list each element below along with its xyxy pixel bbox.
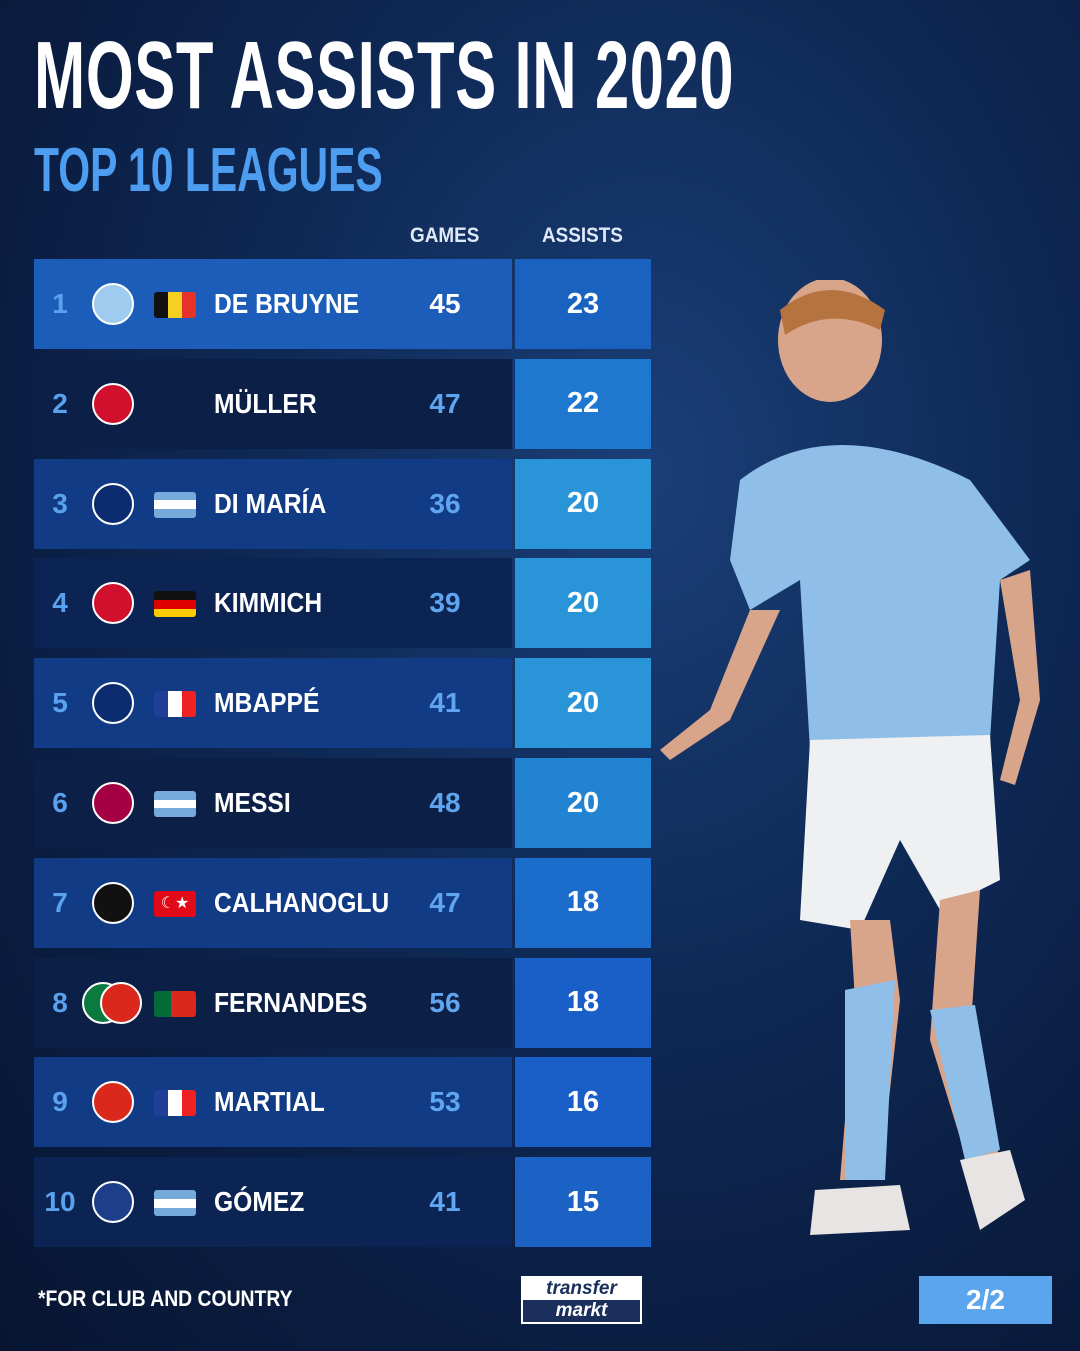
rank: 7	[52, 886, 68, 918]
footnote: *FOR CLUB AND COUNTRY	[38, 1286, 293, 1311]
games-value: 41	[429, 1186, 461, 1218]
flag-portugal-icon	[154, 990, 196, 1017]
rank: 1	[52, 288, 68, 319]
club-crest-manutd-icon	[100, 981, 142, 1024]
table-row: 2 MÜLLER 47	[34, 358, 512, 449]
flag-argentina-icon	[154, 791, 196, 817]
flag-belgium-icon	[154, 292, 196, 318]
logo-text-top: transfer	[546, 1278, 617, 1299]
player-name: DI MARÍA	[214, 487, 327, 519]
page-subtitle: TOP 10 LEAGUES	[34, 136, 383, 205]
column-header-games: GAMES	[410, 224, 480, 247]
games-value: 45	[429, 288, 461, 319]
table-row: 5 MBAPPÉ 41	[34, 658, 512, 749]
page-title: MOST ASSISTS IN 2020	[34, 22, 735, 129]
table-row: 9 MARTIAL 53	[34, 1057, 512, 1148]
table-row: 6 MESSI 48	[34, 758, 512, 848]
club-crest-icon	[92, 582, 134, 625]
logo-text-bottom: markt	[523, 1300, 640, 1322]
player-name: DE BRUYNE	[214, 288, 360, 319]
column-header-assists: ASSISTS	[542, 224, 623, 247]
table-row: 1 DE BRUYNE 45	[34, 259, 512, 349]
table-row: 10 GÓMEZ 41	[34, 1157, 512, 1248]
club-crest-icon	[92, 1081, 134, 1124]
club-crest-icon	[92, 283, 134, 325]
flag-france-icon	[154, 1090, 196, 1117]
games-value: 36	[429, 487, 461, 519]
games-value: 47	[429, 387, 461, 419]
assists-value: 20	[515, 658, 651, 749]
flag-argentina-icon	[154, 491, 196, 518]
games-value: 41	[429, 687, 461, 719]
player-name: MESSI	[214, 787, 291, 818]
transfermarkt-logo: transfer markt	[521, 1276, 642, 1324]
flag-germany-icon	[154, 591, 196, 618]
assists-value: 22	[515, 358, 651, 449]
player-name: KIMMICH	[214, 587, 323, 619]
player-name: CALHANOGLU	[214, 886, 390, 918]
flag-france-icon	[154, 691, 196, 718]
games-value: 39	[429, 587, 461, 619]
club-crest-icon	[92, 482, 134, 525]
rank: 9	[52, 1086, 68, 1118]
assists-value: 18	[515, 857, 651, 948]
assists-value: 18	[515, 957, 651, 1048]
games-value: 53	[429, 1086, 461, 1118]
assists-value: 23	[515, 259, 651, 349]
rank: 10	[44, 1186, 76, 1218]
club-crest-icon	[92, 1181, 134, 1224]
assists-value: 20	[515, 758, 651, 848]
player-name: FERNANDES	[214, 986, 368, 1018]
assists-value: 20	[515, 458, 651, 549]
player-name: MÜLLER	[214, 387, 317, 419]
rank: 4	[52, 587, 68, 619]
club-crest-icon	[92, 881, 134, 924]
rank: 8	[52, 986, 68, 1018]
games-value: 47	[429, 886, 461, 918]
player-name: MBAPPÉ	[214, 687, 320, 719]
assists-value: 16	[515, 1057, 651, 1148]
table-row: 3 DI MARÍA 36	[34, 458, 512, 549]
games-value: 56	[429, 986, 461, 1018]
player-name: GÓMEZ	[214, 1186, 305, 1218]
assists-value: 20	[515, 558, 651, 649]
rank: 2	[52, 387, 68, 419]
club-crest-icon	[92, 782, 134, 824]
table-row: 4 KIMMICH 39	[34, 558, 512, 649]
player-name: MARTIAL	[214, 1086, 325, 1118]
page-indicator: 2/2	[919, 1276, 1052, 1324]
rank: 5	[52, 687, 68, 719]
club-crest-icon	[92, 682, 134, 725]
flag-turkey-icon: ☾★	[154, 890, 196, 917]
rank: 3	[52, 487, 68, 519]
club-crest-icon	[92, 382, 134, 425]
player-photo	[660, 280, 1040, 1235]
table-row: 8 FERNANDES 56	[34, 957, 512, 1048]
rank: 6	[52, 787, 68, 818]
games-value: 48	[429, 787, 461, 818]
assists-value: 15	[515, 1157, 651, 1248]
table-row: 7 ☾★ CALHANOGLU 47	[34, 857, 512, 948]
flag-argentina-icon	[154, 1190, 196, 1217]
